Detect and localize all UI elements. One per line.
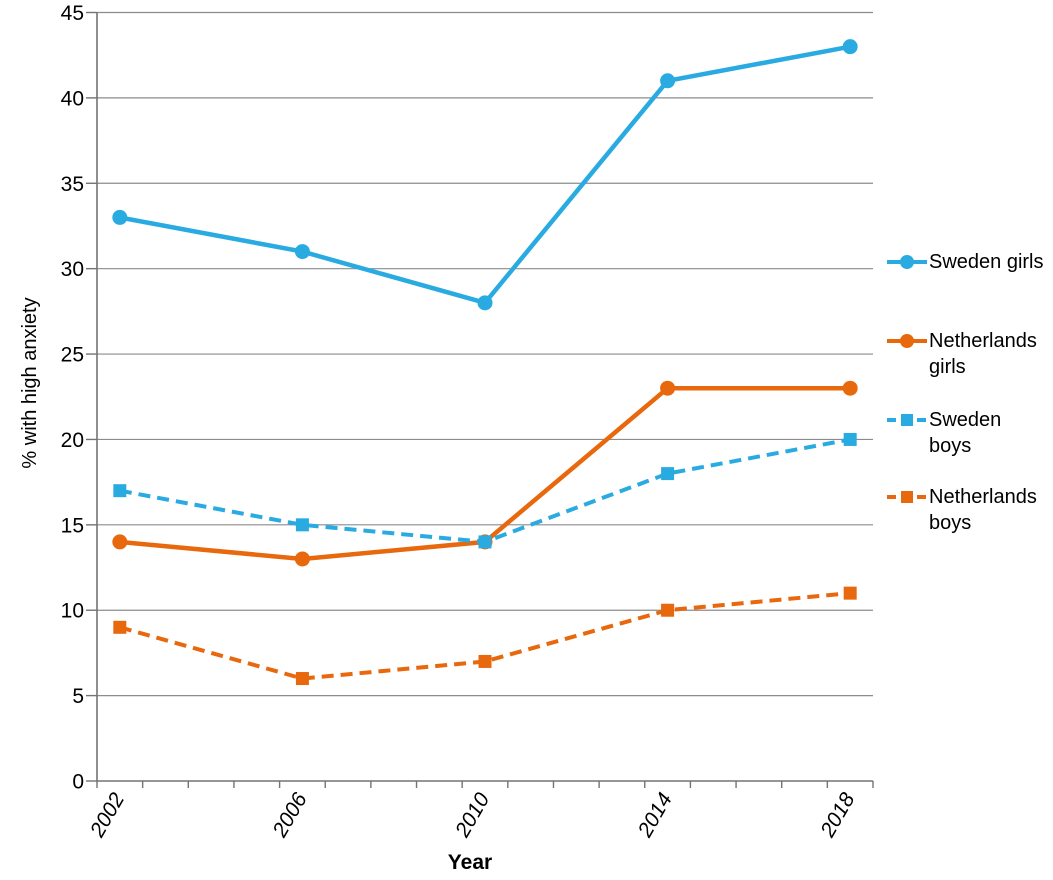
y-tick-label: 25 (61, 344, 84, 367)
y-tick-label: 40 (61, 87, 84, 110)
axes (86, 11, 874, 788)
data-point-marker (294, 244, 310, 260)
series-netherlands-boys (113, 586, 857, 686)
data-point-marker (842, 380, 858, 396)
data-point-marker (661, 467, 675, 481)
legend-circle-marker (887, 255, 927, 269)
y-tick-label: 30 (61, 258, 84, 281)
data-point-marker (843, 586, 857, 600)
data-point-marker (660, 73, 676, 89)
data-point-marker (478, 535, 492, 549)
series-line (119, 437, 851, 544)
gridlines (97, 11, 873, 697)
data-point-marker (478, 654, 492, 668)
legend-label: Sweden boys (929, 409, 1002, 457)
tick-labels: 0 5 10 15 20 25 30 35 40 45 2002 2006 2010 2014 2018 (61, 2, 860, 842)
y-tick-label: 35 (61, 173, 84, 196)
x-tick-label: 2010 (451, 789, 495, 842)
legend-label: Netherlands boys (929, 486, 1037, 534)
data-point-marker (295, 672, 309, 686)
legend-marker-shape (901, 414, 913, 426)
legend-circle-marker (887, 334, 927, 348)
legend-marker-shape (900, 334, 914, 348)
x-axis-title: Year (448, 851, 492, 874)
y-axis-title: % with high anxiety (19, 297, 41, 468)
data-point-marker (660, 380, 676, 396)
y-tick-label: 45 (61, 2, 84, 25)
data-point-marker (112, 534, 128, 550)
data-point-marker (113, 484, 127, 498)
legend-item-netherlands-girls: Netherlands girls (887, 328, 1047, 380)
series-sweden-boys (113, 432, 857, 549)
x-tick-label: 2014 (633, 789, 677, 842)
data-point-marker (295, 518, 309, 532)
y-tick-label: 10 (61, 600, 84, 623)
legend-square-marker (887, 491, 927, 503)
y-tick-label: 20 (61, 429, 84, 452)
legend-square-marker (887, 414, 927, 426)
y-tick-label: 5 (72, 685, 84, 708)
y-tick-label: 0 (72, 771, 84, 794)
legend-item-sweden-boys: Sweden boys (887, 407, 1047, 459)
series-sweden-girls (112, 39, 858, 311)
series-line (119, 385, 851, 562)
x-tick-label: 2018 (816, 789, 860, 842)
data-point-marker (112, 209, 128, 225)
x-tick-label: 2002 (85, 789, 129, 842)
legend-item-sweden-girls: Sweden girls (887, 249, 1047, 275)
legend-item-netherlands-boys: Netherlands boys (887, 484, 1047, 536)
legend-label: Sweden girls (929, 251, 1044, 273)
data-point-marker (477, 295, 493, 311)
y-tick-label: 15 (61, 514, 84, 537)
legend-label: Netherlands girls (929, 330, 1037, 378)
data-point-marker (661, 603, 675, 617)
series-line (119, 44, 851, 306)
chart-legend: Sweden girls Netherlands girls Sweden boys… (887, 0, 1053, 880)
data-point-marker (294, 551, 310, 567)
legend-marker-shape (901, 491, 913, 503)
data-series (112, 39, 858, 686)
legend-marker-shape (900, 255, 914, 269)
data-point-marker (113, 620, 127, 634)
x-tick-label: 2006 (268, 789, 312, 842)
data-point-marker (842, 39, 858, 55)
data-point-marker (843, 432, 857, 446)
